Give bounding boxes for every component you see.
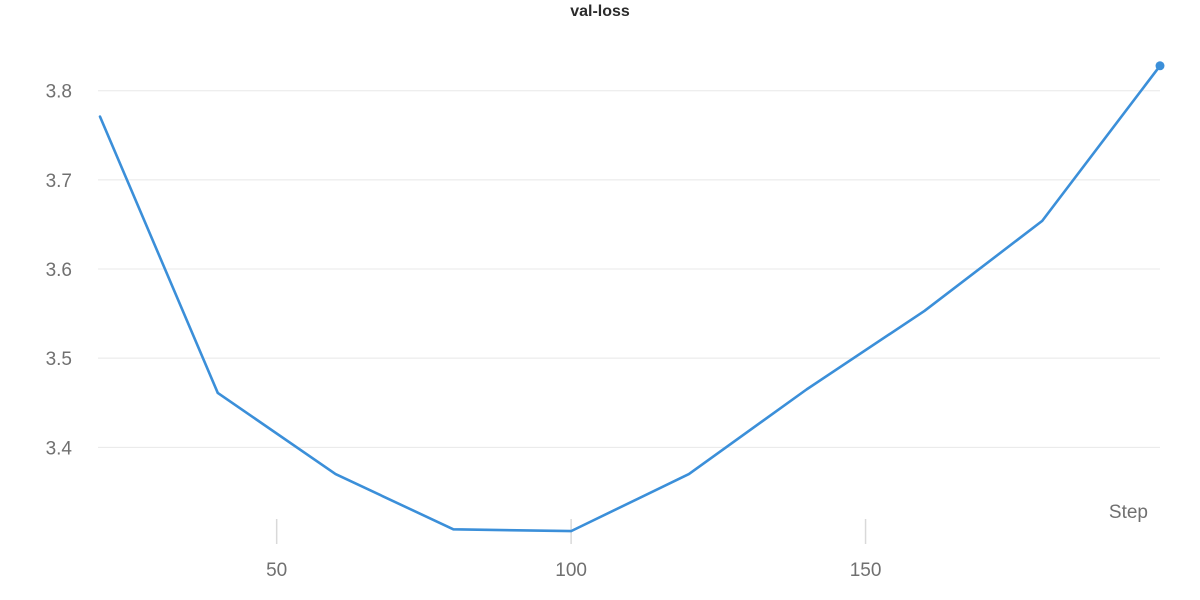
y-tick-label: 3.8 bbox=[46, 82, 72, 103]
x-tick-label: 150 bbox=[850, 560, 882, 581]
series-end-point bbox=[1155, 61, 1165, 71]
x-tick-label: 100 bbox=[555, 560, 587, 581]
y-tick-label: 3.6 bbox=[46, 260, 72, 281]
y-tick-label: 3.4 bbox=[46, 438, 73, 459]
grid-layer bbox=[98, 90, 1160, 448]
series-layer bbox=[98, 61, 1165, 533]
series-line bbox=[98, 64, 1162, 533]
y-tick-label: 3.7 bbox=[46, 171, 72, 192]
x-tick-label: 50 bbox=[266, 560, 287, 581]
x-axis-label: Step bbox=[1109, 502, 1148, 523]
y-tick-label: 3.5 bbox=[46, 349, 72, 370]
x-axis: 50 100 150 bbox=[266, 519, 881, 581]
chart-title: val-loss bbox=[570, 3, 630, 20]
y-axis: 3.4 3.5 3.6 3.7 3.8 bbox=[46, 82, 73, 460]
